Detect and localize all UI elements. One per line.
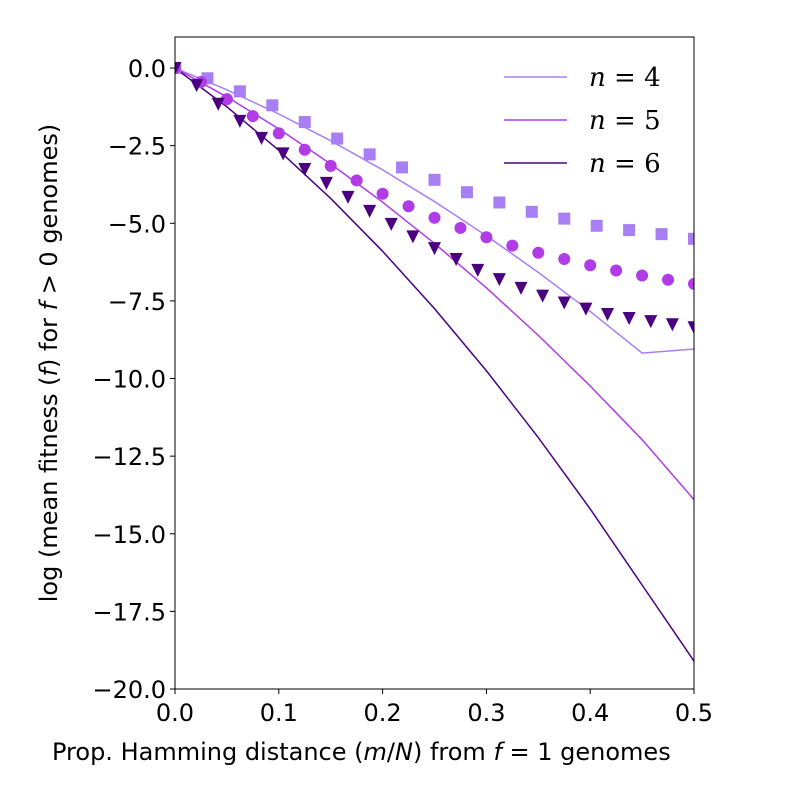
y-tick-label: −7.5 xyxy=(108,288,166,316)
y-tick-label: 0.0 xyxy=(128,55,166,83)
data-point-series-3-17 xyxy=(514,281,528,295)
data-point-series-1-11 xyxy=(493,196,506,209)
data-point-series-3-2 xyxy=(190,79,204,93)
x-label-part-7: = 1 genomes xyxy=(502,738,671,766)
data-point-series-3-6 xyxy=(276,147,290,161)
data-point-series-1-13 xyxy=(558,212,571,225)
y-axis-label: log (mean fitness (f) for f > 0 genomes) xyxy=(35,124,63,602)
plot-marks xyxy=(175,62,694,662)
x-axis-label: Prop. Hamming distance (m/N) from f = 1 … xyxy=(52,738,671,766)
data-point-series-2-13 xyxy=(480,231,493,244)
legend: n = 4 n = 5 n = 6 xyxy=(504,63,661,179)
x-tick-label: 0.5 xyxy=(675,699,713,727)
x-tick-label: 0.0 xyxy=(156,699,194,727)
data-point-series-3-23 xyxy=(644,315,658,329)
data-point-series-3-24 xyxy=(665,318,679,332)
data-point-series-3-4 xyxy=(233,114,247,128)
data-point-series-1-8 xyxy=(396,161,409,174)
data-point-series-3-15 xyxy=(471,263,485,277)
plot-frame xyxy=(174,36,695,690)
data-point-series-3-8 xyxy=(319,176,333,190)
data-point-series-1-4 xyxy=(266,99,279,112)
data-point-series-1-14 xyxy=(590,219,603,232)
data-point-series-2-19 xyxy=(636,269,649,282)
data-point-series-3-7 xyxy=(298,162,312,176)
data-point-series-2-10 xyxy=(402,200,415,213)
data-point-series-1-15 xyxy=(623,224,636,237)
legend-label-series-2: n = 5 xyxy=(589,106,661,136)
x-tick-label: 0.1 xyxy=(260,699,298,727)
data-point-series-1-17 xyxy=(688,232,694,245)
data-point-series-2-3 xyxy=(220,93,233,106)
data-point-series-2-4 xyxy=(246,110,259,123)
data-point-series-3-22 xyxy=(622,311,636,325)
fit-line-series-1 xyxy=(175,67,694,354)
data-point-series-3-10 xyxy=(363,204,377,218)
data-point-series-3-9 xyxy=(341,190,355,204)
data-point-series-2-21 xyxy=(688,277,694,290)
x-tick-label: 0.2 xyxy=(364,699,402,727)
y-tick-label: −20.0 xyxy=(92,676,166,704)
data-point-series-2-20 xyxy=(662,273,675,286)
y-tick-label: −10.0 xyxy=(92,366,166,394)
data-point-series-3-5 xyxy=(254,131,268,145)
data-point-series-2-15 xyxy=(532,246,545,259)
y-tick-label: −12.5 xyxy=(92,443,166,471)
x-label-part-1: Prop. Hamming distance ( xyxy=(52,738,364,766)
y-tick-label: −17.5 xyxy=(92,598,166,626)
data-point-series-3-14 xyxy=(449,252,463,266)
data-point-series-1-7 xyxy=(363,148,376,161)
x-tick-label: 0.4 xyxy=(571,699,609,727)
data-point-series-3-1 xyxy=(175,62,182,76)
data-point-series-3-3 xyxy=(211,97,225,111)
y-tick-label: −5.0 xyxy=(108,210,166,238)
y-axis-ticks: 0.0 −2.5 −5.0 −7.5 −10.0 −12.5 −15.0 −17.5 −20.0 xyxy=(92,55,175,704)
data-point-series-3-12 xyxy=(406,230,420,244)
data-point-series-3-18 xyxy=(536,289,550,303)
data-point-series-3-11 xyxy=(384,217,398,231)
y-tick-label: −2.5 xyxy=(108,133,166,161)
data-point-series-2-9 xyxy=(376,187,389,200)
data-point-series-1-12 xyxy=(525,205,538,218)
data-point-series-3-20 xyxy=(579,302,593,316)
data-point-series-2-12 xyxy=(454,221,467,234)
data-point-series-2-16 xyxy=(558,252,571,265)
x-label-part-2: m xyxy=(364,738,387,766)
data-point-series-1-5 xyxy=(298,116,311,129)
data-point-series-3-21 xyxy=(601,307,615,321)
data-point-series-3-13 xyxy=(428,242,441,256)
data-point-series-2-8 xyxy=(350,174,363,187)
data-point-series-1-16 xyxy=(655,228,668,241)
data-point-series-2-5 xyxy=(272,127,285,140)
data-point-series-2-14 xyxy=(506,239,519,252)
data-point-series-1-10 xyxy=(460,186,473,199)
data-point-series-1-3 xyxy=(233,85,246,98)
x-label-part-3: / xyxy=(387,738,396,766)
y-label-part-5: > 0 genomes) xyxy=(35,124,63,302)
x-label-part-4: N xyxy=(395,738,413,766)
y-label-part-1: log (mean fitness ( xyxy=(35,376,63,602)
data-point-series-2-6 xyxy=(298,143,311,156)
data-point-series-2-17 xyxy=(584,259,597,272)
data-point-series-2-7 xyxy=(324,159,337,172)
legend-label-series-1: n = 4 xyxy=(589,63,661,93)
data-point-series-3-25 xyxy=(687,321,694,335)
x-label-part-5: ) from xyxy=(413,738,493,766)
data-point-series-2-11 xyxy=(428,211,441,224)
data-point-series-1-9 xyxy=(428,173,441,186)
x-tick-label: 0.3 xyxy=(467,699,505,727)
data-point-series-2-18 xyxy=(610,264,623,277)
data-point-series-3-16 xyxy=(492,273,506,287)
x-axis-ticks: 0.0 0.1 0.2 0.3 0.4 0.5 xyxy=(156,689,713,727)
data-point-series-1-6 xyxy=(331,132,344,145)
y-tick-label: −15.0 xyxy=(92,521,166,549)
data-point-series-3-19 xyxy=(557,296,571,310)
legend-label-series-3: n = 6 xyxy=(589,149,661,179)
y-label-part-3: ) for xyxy=(35,310,63,368)
